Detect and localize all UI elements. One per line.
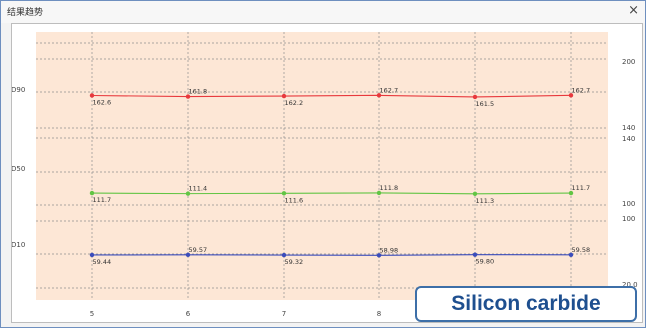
data-point: [568, 190, 574, 196]
material-label: Silicon carbide: [415, 286, 637, 322]
data-label: 111.8: [380, 184, 399, 192]
data-label: 162.7: [380, 86, 399, 94]
right-axis-tick-label: 140: [622, 124, 635, 132]
data-point: [568, 252, 574, 258]
series-line: [91, 94, 572, 98]
data-point: [185, 252, 191, 258]
data-label: 59.44: [93, 258, 112, 266]
right-axis-tick-label: 100: [622, 215, 635, 223]
data-label: 59.57: [189, 246, 208, 254]
right-axis-tick-label: 200: [622, 58, 635, 66]
data-label: 111.4: [189, 185, 208, 193]
data-point: [376, 190, 382, 196]
data-label: 161.5: [476, 100, 495, 108]
data-label: 111.7: [572, 184, 591, 192]
trend-chart: 5 6 7 8 D90 200 140 162.6 161.8 162.2 162.7 161.5 16…: [11, 32, 638, 318]
right-axis-tick-label: 20.0: [622, 281, 638, 289]
data-point: [376, 253, 382, 258]
data-label: 111.6: [285, 196, 304, 204]
x-tick-label: 8: [377, 310, 381, 318]
right-axis-tick-label: 100: [622, 200, 635, 208]
panel-label: D90: [12, 86, 25, 94]
data-label: 161.8: [189, 88, 208, 96]
data-label: 162.6: [93, 98, 112, 106]
series-line: [91, 192, 572, 195]
data-point: [185, 94, 191, 99]
right-axis-tick-label: 140: [622, 135, 635, 143]
data-point: [472, 94, 478, 100]
data-point: [472, 252, 478, 257]
plot-background: [36, 32, 608, 300]
data-point: [89, 252, 95, 258]
panel-label: D50: [12, 165, 25, 173]
data-point: [89, 93, 95, 98]
x-tick-label: 7: [282, 310, 286, 318]
title-bar: 结果趋势 ×: [1, 1, 645, 23]
x-tick-label: 6: [186, 310, 191, 318]
data-label: 58.98: [380, 246, 399, 254]
data-point: [568, 93, 574, 98]
data-point: [185, 191, 191, 196]
data-label: 162.2: [285, 99, 304, 107]
data-label: 111.7: [93, 196, 112, 204]
data-point: [89, 190, 95, 196]
data-label: 59.32: [285, 258, 304, 266]
data-label: 162.7: [572, 86, 591, 94]
data-label: 111.3: [476, 197, 495, 205]
data-point: [281, 93, 287, 99]
close-icon[interactable]: ×: [628, 3, 639, 18]
data-label: 59.58: [572, 246, 591, 254]
data-point: [376, 93, 382, 98]
data-label: 59.80: [476, 258, 495, 266]
chart-panel: 5 6 7 8 D90 200 140 162.6 161.8 162.2 162.7 161.5 16…: [11, 23, 643, 323]
data-point: [281, 191, 287, 196]
series-line: [91, 254, 572, 256]
data-point: [281, 252, 287, 258]
x-tick-label: 5: [90, 310, 94, 318]
data-point: [472, 191, 478, 196]
window-title: 结果趋势: [7, 8, 44, 18]
panel-label: D10: [12, 241, 25, 249]
